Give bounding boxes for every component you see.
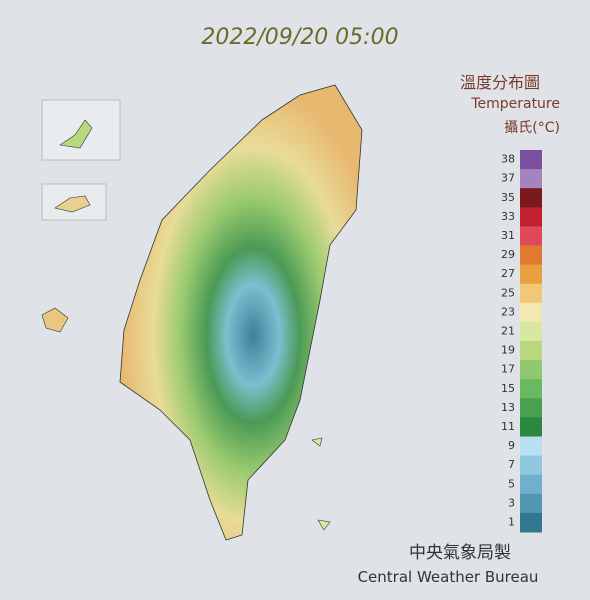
island xyxy=(54,195,91,213)
scale-label: 37 xyxy=(501,172,515,185)
island xyxy=(311,437,331,531)
scale-label: 3 xyxy=(508,496,515,509)
color-step xyxy=(520,207,542,227)
scale-label: 15 xyxy=(501,382,515,395)
scale-label: 38 xyxy=(501,153,515,166)
legend-unit: 攝氏(°C) xyxy=(504,120,560,136)
legend-subtitle: Temperature xyxy=(470,96,560,112)
scale-label: 27 xyxy=(501,267,515,280)
color-step xyxy=(520,283,542,304)
color-step xyxy=(520,436,542,457)
scale-label: 23 xyxy=(501,305,515,318)
scale-label: 11 xyxy=(501,420,515,433)
color-step xyxy=(520,493,542,514)
scale-label: 33 xyxy=(501,210,515,223)
scale-label: 29 xyxy=(501,248,515,261)
color-step xyxy=(520,455,542,476)
color-step xyxy=(520,321,542,342)
agency-en: Central Weather Bureau xyxy=(358,568,539,586)
island xyxy=(59,119,93,149)
color-step xyxy=(520,245,542,266)
color-step xyxy=(520,417,542,437)
scale-label: 5 xyxy=(508,477,515,490)
scale-label: 9 xyxy=(508,439,515,452)
color-step xyxy=(520,398,542,418)
color-step xyxy=(520,264,542,285)
color-step xyxy=(520,474,542,495)
color-step xyxy=(520,379,542,399)
scale-label: 7 xyxy=(508,458,515,471)
scale-label: 13 xyxy=(501,401,515,414)
scale-label: 31 xyxy=(501,229,515,242)
color-step xyxy=(520,512,542,533)
color-step xyxy=(520,226,542,246)
color-step xyxy=(520,188,542,208)
color-step xyxy=(520,150,542,170)
scale-label: 17 xyxy=(501,363,515,376)
agency-zh: 中央氣象局製 xyxy=(409,543,511,563)
color-step xyxy=(520,302,542,323)
taiwan-temperature-map xyxy=(119,84,363,541)
island xyxy=(41,307,69,333)
color-step xyxy=(520,341,542,361)
color-step xyxy=(520,169,542,189)
scale-label: 21 xyxy=(501,324,515,337)
scale-label: 25 xyxy=(501,286,515,299)
color-step xyxy=(520,360,542,380)
scale-label: 19 xyxy=(501,344,515,357)
scale-label: 35 xyxy=(501,191,515,204)
legend-title: 溫度分布圖 xyxy=(460,73,540,92)
timestamp: 2022/09/20 05:00 xyxy=(201,25,398,50)
scale-label: 1 xyxy=(508,515,515,528)
